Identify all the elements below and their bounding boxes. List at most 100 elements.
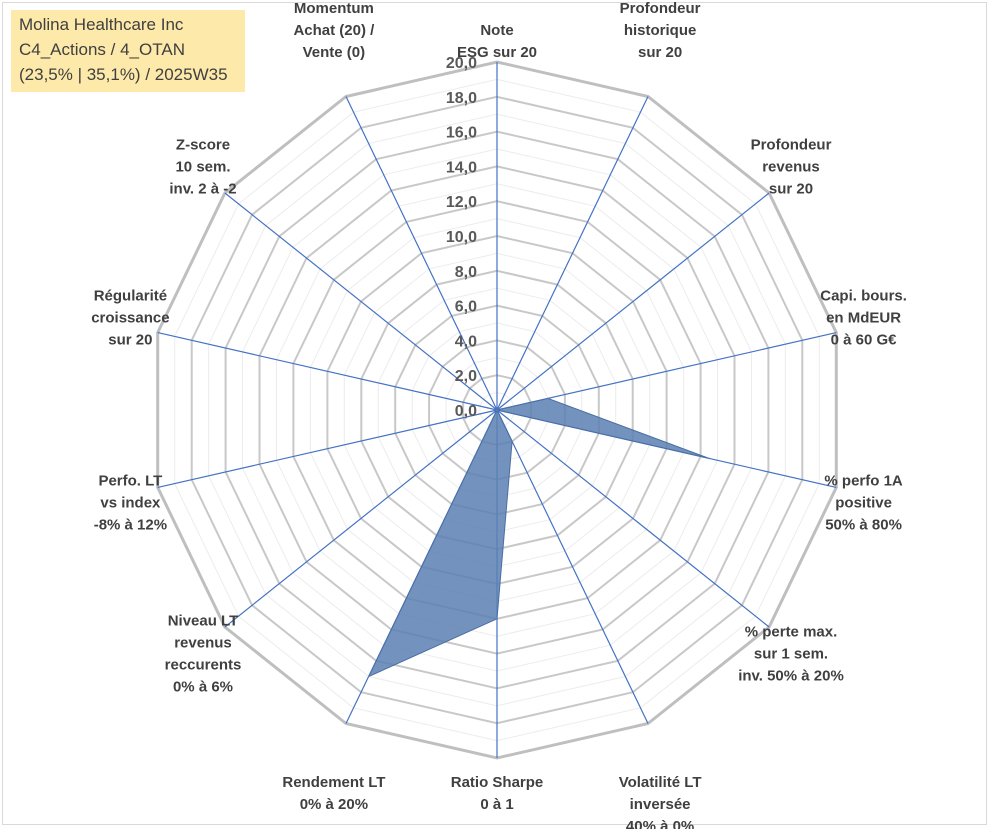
axis-label-line: reccurents [165, 656, 242, 673]
axis-label-line: historique [624, 22, 697, 39]
axis-label-line: % perte max. [745, 623, 838, 640]
axis-label-line: % perfo 1A [824, 473, 903, 490]
axis-label: Capi. bours. en MdEUR 0 à 60 G€ [820, 287, 907, 348]
axis-label-line: sur 20 [769, 181, 813, 198]
axis-label-line: en MdEUR [826, 309, 901, 326]
axis-label-line: Profondeur [620, 0, 701, 17]
axis-label-line: 0% à 20% [300, 796, 368, 813]
axis-label: Régularité croissance sur 20 [91, 287, 169, 348]
axis-label-line: Ratio Sharpe [451, 774, 544, 791]
axis-label: % perte max. sur 1 sem. inv. 50% à 20% [738, 623, 844, 684]
axis-spoke [224, 192, 498, 411]
data-point [367, 675, 370, 678]
axis-label-text: Momentum Achat (20) / Vente (0) [293, 0, 375, 61]
axis-label: Perfo. LT vs index -8% à 12% [94, 473, 167, 534]
axis-label-text: Rendement LT 0% à 20% [282, 774, 385, 813]
axis-label-text: Note ESG sur 20 [457, 22, 537, 61]
data-point [511, 440, 513, 443]
tick-label: 18,0 [446, 90, 477, 107]
axis-label-line: vs index [100, 495, 161, 512]
axis-label: Z-score 10 sem. inv. 2 à -2 [169, 137, 236, 198]
axis-label-text: Z-score 10 sem. inv. 2 à -2 [169, 137, 236, 198]
tick-label: 20,0 [446, 55, 477, 72]
axis-label-text: Niveau LT revenus reccurents 0% à 6% [165, 612, 242, 695]
axis-label: Volatilité LT inversée 40% à 0% [619, 774, 702, 829]
axis-label: Niveau LT revenus reccurents 0% à 6% [165, 612, 242, 695]
axis-label-line: inv. 2 à -2 [169, 181, 236, 198]
axis-label-line: 0 à 1 [480, 796, 513, 813]
axis-spoke [157, 409, 498, 488]
axis-spoke [496, 192, 770, 411]
axis-label-line: 0 à 60 G€ [831, 331, 898, 348]
axis-label-line: Perfo. LT [98, 473, 162, 490]
axis-label-text: Profondeur historique sur 20 [620, 0, 701, 61]
axis-label: Note ESG sur 20 [457, 22, 537, 61]
axis-label-line: sur 1 sem. [754, 645, 828, 662]
axis-label-line: revenus [174, 634, 232, 651]
radar-axis-labels: Note ESG sur 20 Profondeur historique sur 20… [91, 0, 907, 829]
axis-label-text: Perfo. LT vs index -8% à 12% [94, 473, 167, 534]
tick-label: 6,0 [455, 299, 477, 316]
data-point [496, 618, 498, 620]
axis-label-line: ESG sur 20 [457, 44, 537, 61]
axis-spoke [496, 96, 649, 411]
axis-spoke [496, 409, 770, 628]
tick-label: 14,0 [446, 159, 477, 176]
axis-label-line: 0% à 6% [173, 678, 233, 695]
axis-label-line: sur 20 [108, 331, 152, 348]
axis-label-text: Volatilité LT inversée 40% à 0% [619, 774, 702, 829]
tick-label: 0,0 [455, 403, 477, 420]
data-point [547, 397, 549, 400]
axis-label-text: % perte max. sur 1 sem. inv. 50% à 20% [738, 623, 844, 684]
series-area [367, 397, 710, 678]
axis-label-line: Achat (20) / [293, 22, 375, 39]
axis-label-line: Niveau LT [168, 612, 239, 629]
tick-label: 10,0 [446, 229, 477, 246]
axis-label-text: Capi. bours. en MdEUR 0 à 60 G€ [820, 287, 907, 348]
axis-spoke [496, 332, 837, 411]
axis-label-line: Volatilité LT [619, 774, 702, 791]
axis-label-text: Régularité croissance sur 20 [91, 287, 169, 348]
axis-label-line: inversée [630, 796, 691, 813]
axis-label-line: Z-score [176, 137, 230, 154]
axis-label-line: Rendement LT [282, 774, 385, 791]
axis-label-line: 10 sem. [175, 159, 230, 176]
axis-label: Profondeur historique sur 20 [620, 0, 701, 61]
radar-tick-labels: 0,0 2,0 4,0 6,0 8,0 10,0 12,0 14,0 16,0 18,0 20,0 [446, 55, 477, 420]
axis-label: Ratio Sharpe 0 à 1 [451, 774, 544, 813]
axis-label-line: Régularité [94, 287, 167, 304]
axis-label-line: -8% à 12% [94, 517, 167, 534]
axis-label-line: 40% à 0% [626, 818, 694, 829]
axis-label-line: Capi. bours. [820, 287, 907, 304]
axis-label-line: croissance [91, 309, 169, 326]
axis-label-line: revenus [762, 159, 820, 176]
chart-title-box: Molina Healthcare Inc C4_Actions / 4_OTA… [11, 10, 245, 92]
tick-label: 4,0 [455, 333, 477, 350]
tick-label: 12,0 [446, 194, 477, 211]
axis-spoke [496, 409, 649, 724]
data-point [496, 409, 498, 411]
axis-label-line: 50% à 80% [825, 517, 902, 534]
axis-label-line: Profondeur [751, 137, 832, 154]
axis-label-line: inv. 50% à 20% [738, 667, 844, 684]
axis-label-line: Momentum [294, 0, 374, 17]
axis-label-line: Note [480, 22, 513, 39]
axis-label-line: positive [835, 495, 892, 512]
axis-label: % perfo 1A positive 50% à 80% [824, 473, 903, 534]
axis-label: Rendement LT 0% à 20% [282, 774, 385, 813]
data-point [708, 457, 710, 460]
axis-label-line: Vente (0) [303, 44, 366, 61]
score-and-week: (23,5% | 35,1%) / 2025W35 [19, 65, 228, 84]
tick-label: 2,0 [455, 368, 477, 385]
portfolio-code: C4_Actions / 4_OTAN [19, 40, 185, 59]
axis-label: Momentum Achat (20) / Vente (0) [293, 0, 375, 61]
axis-label-text: Profondeur revenus sur 20 [751, 137, 832, 198]
radar-series [367, 397, 710, 678]
axis-label-text: Ratio Sharpe 0 à 1 [451, 774, 544, 813]
company-name: Molina Healthcare Inc [19, 15, 184, 34]
axis-spoke [345, 96, 498, 411]
axis-label-text: % perfo 1A positive 50% à 80% [824, 473, 903, 534]
tick-label: 8,0 [455, 264, 477, 281]
tick-label: 16,0 [446, 125, 477, 142]
